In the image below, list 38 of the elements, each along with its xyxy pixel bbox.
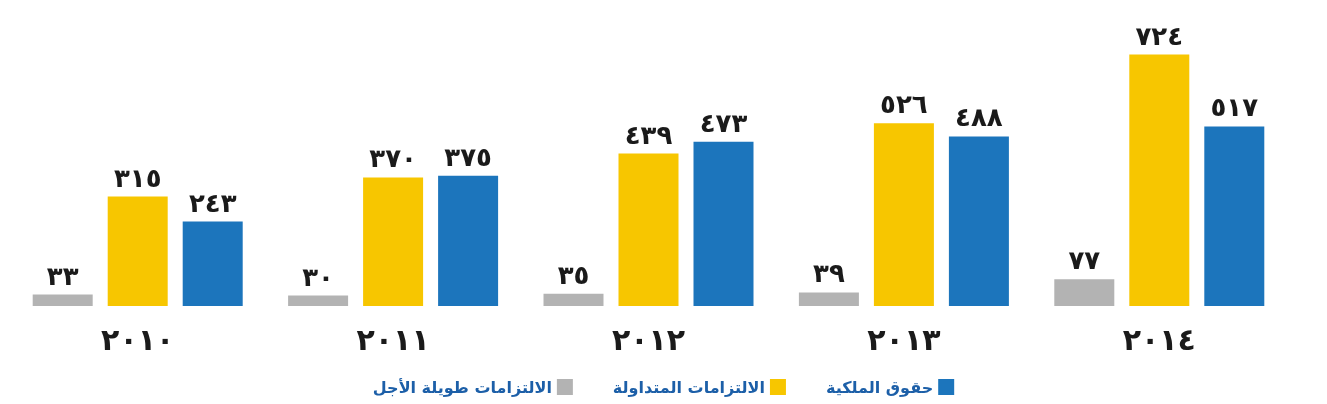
bar — [693, 141, 754, 306]
data-label: ٣٠ — [302, 261, 334, 292]
bar — [182, 221, 243, 306]
data-label: ٤٧٣ — [699, 107, 748, 138]
legend-label: حقوق الملكية — [825, 377, 934, 397]
bar — [798, 292, 859, 306]
bar — [948, 136, 1009, 306]
data-label: ٣١٥ — [113, 162, 162, 193]
bar — [288, 295, 349, 306]
legend-label: الالتزامات طويلة الأجل — [372, 377, 552, 397]
bar — [873, 123, 934, 306]
bar — [1129, 54, 1190, 306]
bar — [618, 153, 679, 306]
bar — [543, 293, 604, 306]
data-label: ٧٢٤ — [1135, 20, 1184, 51]
data-label: ٣٥ — [557, 259, 590, 290]
bar — [107, 196, 168, 306]
data-label: ٣٣ — [46, 260, 79, 291]
data-label: ٣٧٠ — [369, 143, 417, 174]
data-label: ٣٧٥ — [444, 141, 492, 172]
legend-label: الالتزامات المتداولة — [612, 377, 765, 397]
bar — [32, 294, 93, 306]
data-label: ٤٨٨ — [955, 102, 1003, 133]
x-tick-label: ٢٠١٤ — [1122, 321, 1196, 357]
bar — [1054, 279, 1115, 306]
data-label: ٥١٧ — [1210, 92, 1259, 123]
bar — [363, 177, 424, 306]
bar — [438, 175, 499, 306]
x-tick-label: ٢٠١١ — [356, 321, 430, 357]
x-tick-label: ٢٠١٣ — [867, 321, 941, 357]
x-tick-label: ٢٠١٠ — [101, 321, 175, 357]
data-label: ٥٢٦ — [880, 89, 928, 120]
data-label: ٣٩ — [813, 258, 845, 289]
bar — [1204, 126, 1265, 306]
data-label: ٧٧ — [1068, 245, 1101, 276]
data-label: ٢٤٣ — [188, 187, 237, 218]
x-tick-label: ٢٠١٢ — [611, 321, 686, 357]
data-label: ٤٣٩ — [624, 119, 673, 150]
